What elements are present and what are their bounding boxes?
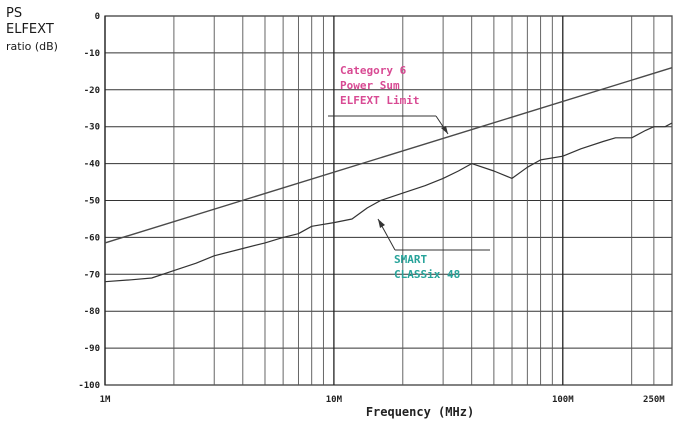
y-tick-label: -30 xyxy=(84,123,100,133)
series-lines xyxy=(104,67,673,283)
y-axis-label-line-1: PS xyxy=(6,6,23,21)
y-tick-label: -20 xyxy=(84,86,100,96)
y-tick-label: 0 xyxy=(95,12,100,22)
smart-classix-48-line xyxy=(104,122,673,283)
annotation-limit-arrowhead xyxy=(441,126,448,134)
x-axis-title: Frequency (MHz) xyxy=(366,405,474,419)
annotation-limit-text: Power Sum xyxy=(340,79,400,92)
category6-limit-line xyxy=(104,67,673,244)
y-axis-ticks: 0 -10 -20 -30 -40 -50 -60 -70 -80 -90 -100 xyxy=(78,12,100,391)
y-tick-label: -40 xyxy=(84,160,100,170)
y-tick-label: -70 xyxy=(84,270,100,280)
x-axis-ticks: 1M 10M 100M 250M xyxy=(100,395,666,405)
y-tick-label: -100 xyxy=(78,381,100,391)
x-tick-label: 1M xyxy=(100,395,111,405)
y-axis-label-line-2: ELFEXT xyxy=(6,22,54,37)
y-tick-label: -50 xyxy=(84,197,100,207)
grid-lines xyxy=(104,15,673,386)
x-tick-label: 10M xyxy=(326,395,343,405)
annotation-smart-arrowhead xyxy=(378,219,385,228)
annotation-smart-text: CLASSix 48 xyxy=(394,268,460,281)
y-axis-label-line-3: ratio (dB) xyxy=(6,40,58,53)
y-tick-label: -90 xyxy=(84,344,100,354)
annotation-limit-text: Category 6 xyxy=(340,64,407,77)
x-tick-label: 100M xyxy=(552,395,574,405)
annotation-limit-text: ELFEXT Limit xyxy=(340,94,419,107)
y-tick-label: -10 xyxy=(84,49,100,59)
y-tick-label: -60 xyxy=(84,233,100,243)
annotations: Category 6 Power Sum ELFEXT Limit SMART CLAS… xyxy=(328,64,490,281)
x-tick-label: 250M xyxy=(643,395,665,405)
annotation-smart-text: SMART xyxy=(394,253,427,266)
y-tick-label: -80 xyxy=(84,307,100,317)
